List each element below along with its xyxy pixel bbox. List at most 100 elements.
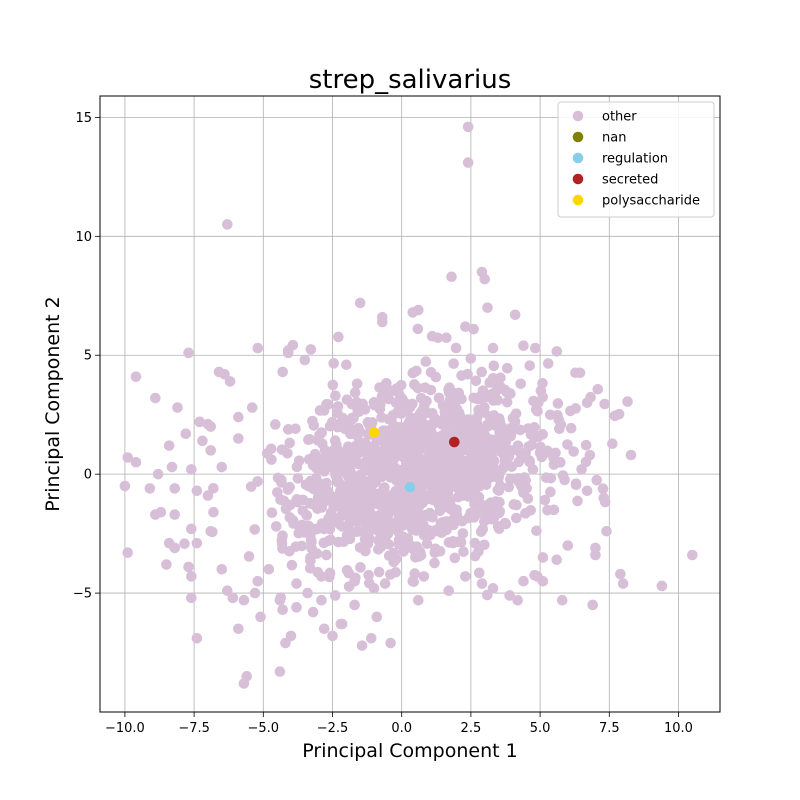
data-point: [205, 445, 217, 456]
data-point: [492, 484, 504, 496]
data-point: [444, 421, 456, 433]
data-point: [562, 439, 573, 450]
data-point: [409, 379, 420, 390]
data-point: [316, 438, 328, 449]
data-point: [349, 471, 361, 483]
data-point: [537, 552, 549, 563]
series-regulation: [404, 481, 416, 493]
data-point: [299, 354, 311, 366]
data-point: [568, 446, 579, 457]
chart-title: strep_salivarius: [309, 65, 512, 95]
data-point: [219, 368, 230, 380]
data-point: [379, 492, 391, 503]
data-point: [405, 495, 417, 506]
data-point: [492, 444, 504, 455]
data-point: [468, 417, 480, 429]
legend-marker: [572, 152, 584, 164]
data-point: [308, 420, 320, 431]
data-point: [308, 483, 319, 495]
data-point: [443, 384, 454, 395]
data-point: [303, 434, 314, 445]
data-point: [537, 575, 549, 587]
data-point: [522, 493, 534, 504]
data-point: [443, 537, 455, 548]
data-point: [471, 478, 482, 489]
series-secreted: [448, 436, 460, 448]
data-point: [457, 528, 469, 539]
data-point: [282, 347, 294, 359]
data-point: [417, 465, 429, 476]
data-point: [318, 623, 330, 635]
data-point: [476, 366, 488, 378]
data-point: [506, 461, 517, 473]
data-point: [202, 490, 214, 501]
data-point: [433, 475, 444, 487]
data-point: [343, 567, 355, 579]
series-other: [119, 121, 698, 689]
data-point: [429, 547, 441, 558]
series-polysaccharide: [368, 427, 380, 438]
data-point: [336, 618, 348, 630]
data-point: [412, 323, 424, 335]
data-point: [477, 436, 489, 447]
x-tick-label: −5.0: [248, 721, 280, 736]
data-point: [379, 578, 391, 589]
data-point: [506, 445, 518, 457]
data-point: [552, 398, 564, 409]
data-point: [205, 421, 217, 432]
data-point: [416, 441, 428, 453]
data-point: [150, 392, 161, 404]
data-point: [570, 367, 581, 379]
data-point: [531, 525, 542, 537]
data-point: [360, 493, 372, 505]
data-point: [363, 569, 374, 581]
data-point: [284, 499, 296, 511]
data-point: [186, 592, 197, 604]
data-point: [504, 590, 515, 601]
data-point: [343, 581, 355, 592]
data-point: [445, 519, 456, 530]
data-point: [274, 666, 286, 677]
data-point: [378, 452, 389, 464]
data-point: [227, 592, 239, 604]
data-point: [469, 537, 481, 549]
data-point: [441, 332, 452, 344]
data-point: [310, 473, 322, 484]
x-tick-label: −7.5: [178, 721, 210, 736]
data-point: [179, 538, 190, 550]
data-point: [512, 594, 523, 606]
data-point: [270, 521, 282, 532]
data-point: [265, 443, 277, 455]
data-point: [280, 637, 291, 649]
data-point: [518, 340, 529, 352]
data-point: [328, 358, 340, 369]
data-point: [545, 486, 556, 498]
data-point: [275, 592, 287, 603]
data-point: [404, 449, 416, 460]
data-point: [329, 590, 341, 601]
data-point: [474, 446, 486, 457]
data-point: [374, 382, 385, 393]
data-point: [530, 342, 541, 354]
data-point: [617, 578, 629, 589]
data-point: [163, 440, 175, 451]
data-point: [459, 468, 471, 479]
data-point: [510, 512, 522, 524]
data-point: [446, 271, 457, 283]
data-point: [336, 521, 348, 532]
data-point: [572, 495, 583, 507]
data-point: [419, 382, 431, 393]
data-point: [592, 383, 604, 395]
data-point: [376, 412, 387, 423]
data-point: [539, 494, 551, 506]
x-tick-label: 10.0: [664, 721, 693, 736]
data-point: [479, 273, 491, 285]
data-points: [119, 121, 698, 689]
data-point: [252, 342, 264, 354]
data-point: [410, 504, 421, 516]
x-tick-label: −2.5: [317, 721, 349, 736]
data-point: [591, 474, 603, 486]
data-point: [562, 540, 574, 551]
data-point: [224, 376, 236, 387]
data-point: [392, 464, 404, 475]
